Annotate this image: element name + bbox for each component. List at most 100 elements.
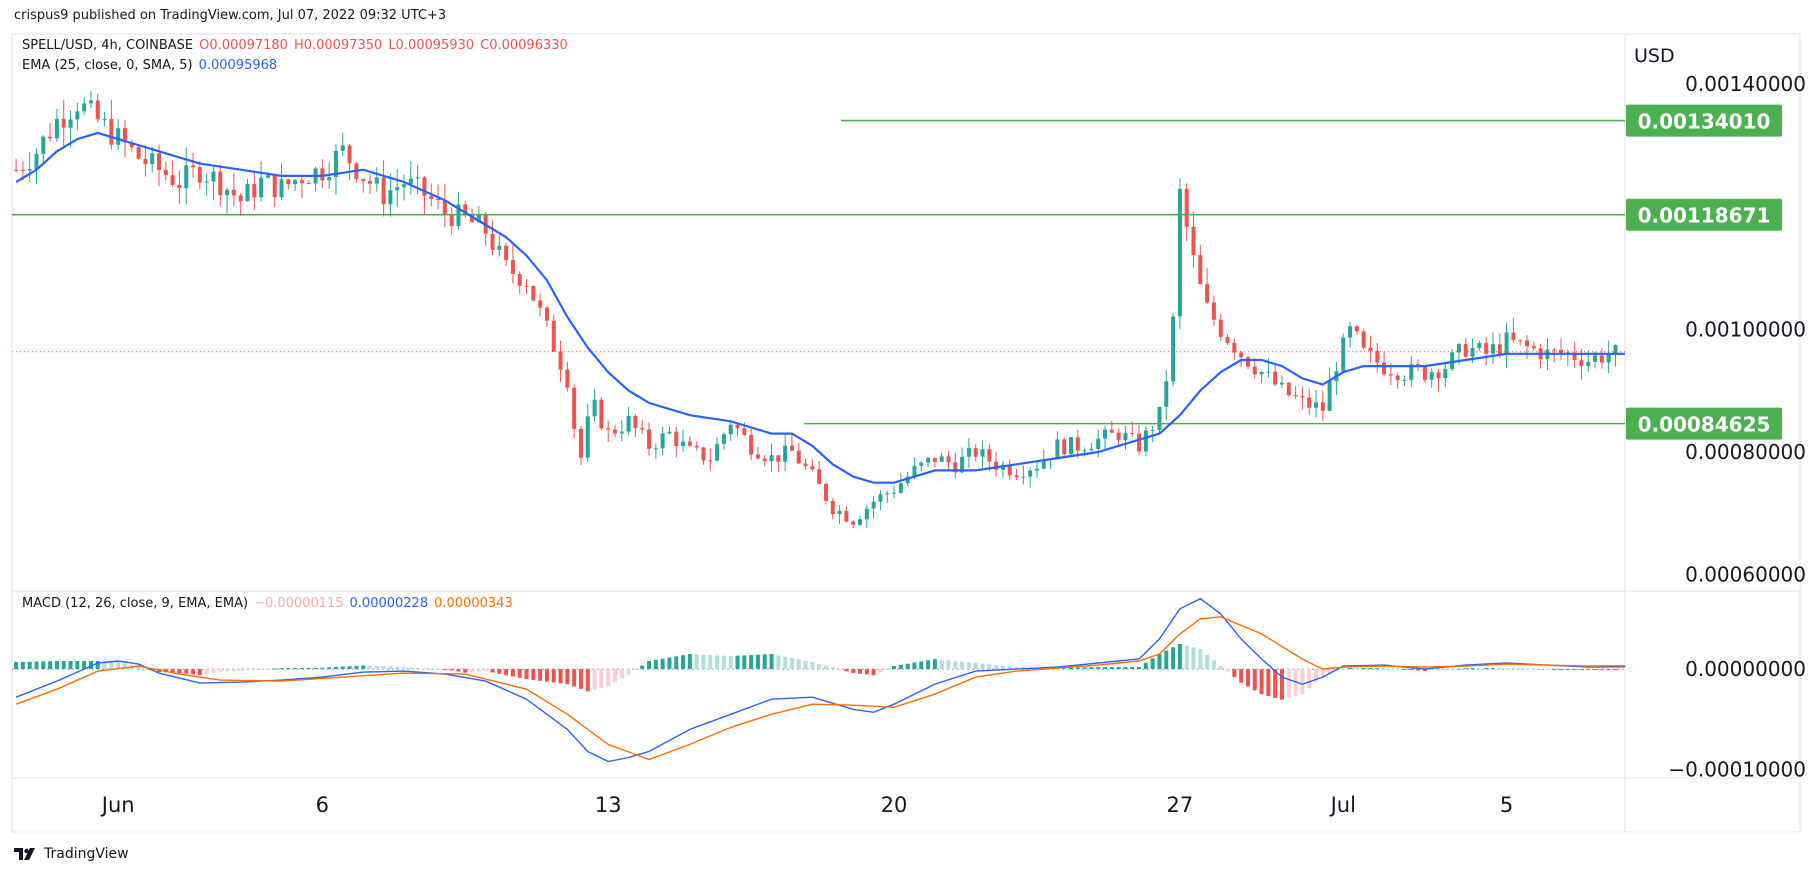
candle-body — [299, 180, 304, 184]
macd-histogram-value: −0.00000115 — [254, 596, 344, 611]
candle-body — [1103, 429, 1108, 439]
macd-histogram-bar — [1279, 669, 1284, 700]
macd-histogram-bar — [946, 660, 951, 670]
candle-body — [245, 183, 250, 202]
macd-line — [15, 597, 1626, 763]
candle-body — [1184, 188, 1189, 227]
candle-body — [231, 189, 236, 196]
candle-body — [762, 458, 767, 462]
macd-histogram-bar — [1293, 669, 1298, 697]
macd-histogram-bar — [504, 669, 509, 676]
macd-histogram-bar — [1484, 668, 1489, 670]
macd-histogram-bar — [1034, 667, 1039, 670]
candle-body — [946, 456, 951, 463]
macd-histogram-bar — [830, 667, 835, 670]
close-value: C0.00096330 — [480, 38, 568, 53]
candle-body — [1211, 302, 1216, 320]
macd-histogram-bar — [789, 658, 794, 670]
macd-histogram-bar — [1327, 669, 1332, 675]
candle-body — [48, 136, 53, 139]
candle-body — [633, 416, 638, 428]
macd-histogram-bar — [749, 655, 754, 670]
macd-histogram-bar — [619, 669, 624, 679]
macd-histogram-bar — [395, 666, 400, 670]
macd-histogram-bar — [231, 669, 236, 672]
candle-body — [163, 169, 168, 176]
macd-histogram-bar — [858, 669, 863, 674]
macd-histogram-bar — [980, 663, 985, 670]
candle-body — [1375, 350, 1380, 363]
candle-body — [1171, 316, 1176, 382]
candle-body — [1395, 375, 1400, 381]
candle-body — [476, 215, 481, 223]
candle-body — [1225, 336, 1230, 343]
macd-histogram-bar — [599, 669, 604, 688]
candle-body — [1511, 332, 1516, 340]
macd-histogram-bar — [878, 669, 883, 673]
macd-histogram-bar — [1490, 668, 1495, 670]
candle-body — [20, 169, 25, 171]
macd-histogram-bar — [871, 669, 876, 676]
macd-histogram-bar — [783, 656, 788, 670]
macd-signal-line — [15, 616, 1626, 761]
macd-histogram-bar — [143, 668, 148, 670]
candle-body — [1572, 352, 1577, 361]
candle-body — [1334, 371, 1339, 382]
candle-body — [1143, 430, 1148, 452]
candle-body — [830, 500, 835, 514]
candle-body — [544, 307, 549, 321]
macd-histogram-bar — [1504, 668, 1509, 670]
macd-histogram-bar — [1586, 669, 1591, 671]
macd-histogram-bar — [340, 666, 345, 670]
macd-histogram-bar — [810, 662, 815, 670]
macd-histogram-bar — [960, 661, 965, 670]
candle-body — [755, 454, 760, 459]
candle-body — [572, 387, 577, 429]
time-tick-label: 13 — [595, 793, 622, 817]
candle-body — [286, 179, 291, 185]
candle-body — [660, 433, 665, 449]
ema-label[interactable]: EMA (25, close, 0, SMA, 5) — [22, 58, 193, 73]
candle-body — [1463, 344, 1468, 357]
candle-body — [347, 145, 352, 164]
candle-body — [143, 158, 148, 164]
candle-body — [463, 204, 468, 215]
level-price-tag — [1626, 407, 1782, 440]
candle-body — [95, 100, 100, 120]
candle-body — [191, 165, 196, 168]
candle-body — [1490, 344, 1495, 354]
macd-histogram-bar — [837, 669, 842, 671]
candle-body — [1593, 355, 1598, 362]
candle-body — [1599, 355, 1604, 363]
candle-body — [1041, 459, 1046, 469]
candle-body — [728, 424, 733, 435]
macd-histogram-bar — [728, 656, 733, 670]
high-value: H0.00097350 — [293, 38, 383, 53]
macd-histogram-bar — [551, 669, 556, 683]
tradingview-logo[interactable]: TradingView — [14, 846, 129, 862]
candle-body — [238, 195, 243, 202]
macd-histogram-bar — [313, 667, 318, 670]
macd-histogram-bar — [1354, 668, 1359, 670]
macd-histogram-bar — [1518, 668, 1523, 670]
candle-body — [41, 136, 46, 154]
candle-body — [803, 463, 808, 467]
candle-body — [864, 508, 869, 520]
macd-histogram-bar — [1191, 647, 1196, 670]
candle-body — [585, 416, 590, 458]
macd-histogram-bar — [299, 667, 304, 670]
macd-histogram-bar — [211, 669, 216, 673]
macd-histogram-bar — [497, 669, 502, 674]
symbol-label[interactable]: SPELL/USD, 4h, COINBASE — [22, 38, 194, 53]
candle-body — [837, 510, 842, 514]
candle-body — [150, 153, 155, 164]
macd-histogram — [14, 643, 1618, 700]
macd-label[interactable]: MACD (12, 26, close, 9, EMA, EMA) — [22, 596, 249, 611]
candle-body — [1552, 349, 1557, 351]
macd-histogram-bar — [1211, 660, 1216, 670]
candle-body — [749, 434, 754, 455]
candle-body — [354, 163, 359, 180]
macd-histogram-bar — [1068, 667, 1073, 670]
